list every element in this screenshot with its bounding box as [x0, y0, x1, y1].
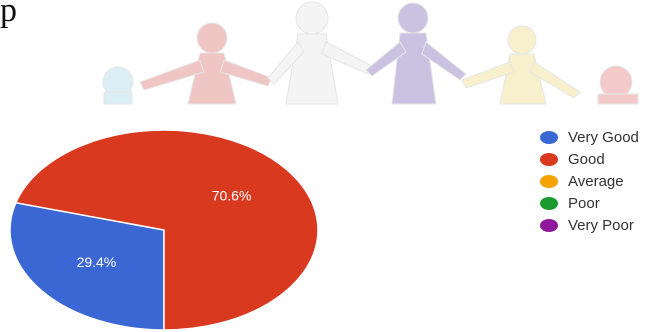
pie-slice-good[interactable] — [14, 129, 319, 331]
figure-2 — [139, 22, 273, 105]
figure-1 — [102, 66, 134, 105]
figure-5 — [461, 25, 581, 105]
legend-item-average[interactable]: Average — [540, 170, 639, 192]
slice-label-very-good: 29.4% — [77, 254, 117, 270]
chart-legend: Very Good Good Average Poor Very Poor — [540, 126, 639, 236]
pie-slices — [9, 129, 319, 331]
legend-swatch-very-poor — [540, 218, 558, 232]
paper-people-chain-icon — [0, 0, 669, 105]
stray-heading-letter: p — [0, 0, 17, 29]
pie-slice-very-good[interactable] — [9, 201, 165, 331]
pie-slice-labels: 29.4% 70.6% — [77, 188, 252, 270]
slice-label-good: 70.6% — [212, 188, 252, 204]
legend-swatch-good — [540, 152, 558, 166]
legend-swatch-average — [540, 174, 558, 188]
figure-3 — [267, 1, 373, 105]
legend-label-average: Average — [568, 172, 624, 190]
legend-swatch-poor — [540, 196, 558, 210]
legend-label-poor: Poor — [568, 194, 600, 212]
legend-item-poor[interactable]: Poor — [540, 192, 639, 214]
legend-label-very-poor: Very Poor — [568, 216, 634, 234]
legend-label-good: Good — [568, 150, 605, 168]
figure-6 — [597, 65, 639, 105]
legend-item-good[interactable]: Good — [540, 148, 639, 170]
legend-swatch-very-good — [540, 130, 558, 144]
legend-label-very-good: Very Good — [568, 128, 639, 146]
legend-item-very-good[interactable]: Very Good — [540, 126, 639, 148]
legend-item-very-poor[interactable]: Very Poor — [540, 214, 639, 236]
figure-4 — [365, 2, 467, 105]
